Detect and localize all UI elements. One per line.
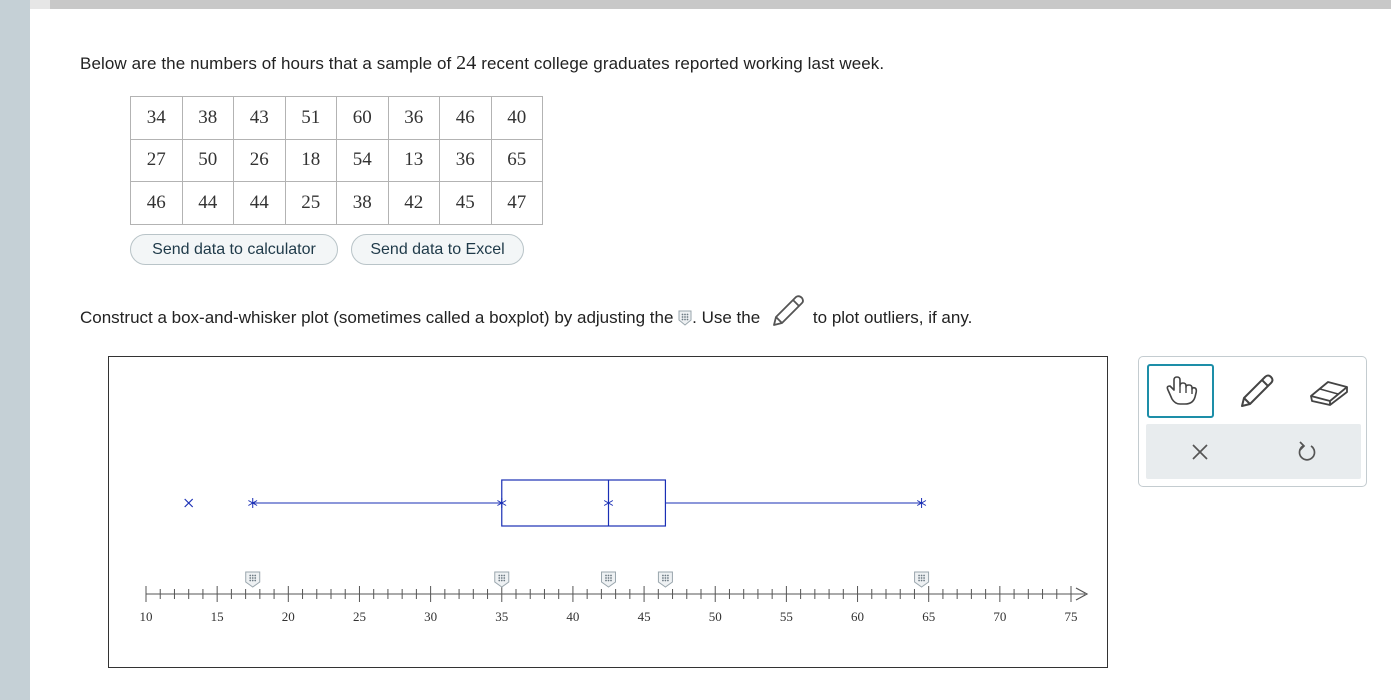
tick-label: 40 <box>566 609 579 624</box>
table-row: 27 50 26 18 54 13 36 65 <box>130 138 543 182</box>
table-cell: 34 <box>130 96 183 140</box>
table-cell: 46 <box>439 96 492 140</box>
table-cell: 46 <box>130 181 183 225</box>
handle-icon <box>678 310 692 326</box>
intro-after: recent college graduates reported workin… <box>476 54 885 73</box>
boxplot-svg[interactable]: 10 15 20 25 30 35 40 45 50 55 60 65 70 75 <box>109 357 1107 667</box>
table-cell: 44 <box>181 181 234 225</box>
tick-label: 15 <box>211 609 224 624</box>
instruction-part2: . Use the <box>692 308 761 327</box>
table-cell: 42 <box>387 181 440 225</box>
tick-label: 35 <box>495 609 508 624</box>
close-icon <box>1192 444 1208 460</box>
axis-arrow <box>1075 587 1089 601</box>
table-cell: 36 <box>387 96 440 140</box>
tick-label: 45 <box>638 609 651 624</box>
drag-handle[interactable] <box>494 571 510 588</box>
hand-tool-button[interactable] <box>1147 364 1214 418</box>
min-marker <box>248 498 258 508</box>
pencil-tool-button[interactable] <box>1223 364 1290 418</box>
outlier-mark <box>184 498 194 508</box>
table-row: 34 38 43 51 60 36 46 40 <box>130 96 543 140</box>
median-marker <box>603 498 614 508</box>
eraser-tool-button[interactable] <box>1295 364 1362 418</box>
boxplot-area[interactable]: 10 15 20 25 30 35 40 45 50 55 60 65 70 75 <box>108 356 1108 668</box>
instruction-text: Construct a box-and-whisker plot (someti… <box>80 295 973 330</box>
table-cell: 44 <box>233 181 286 225</box>
table-cell: 40 <box>490 96 543 140</box>
tick-label: 30 <box>424 609 437 624</box>
box <box>501 479 667 527</box>
clear-button[interactable] <box>1166 432 1234 472</box>
drag-handle[interactable] <box>657 571 673 588</box>
tick-label: 65 <box>922 609 935 624</box>
instruction-part1: Construct a box-and-whisker plot (someti… <box>80 308 674 327</box>
table-cell: 27 <box>130 138 183 182</box>
eraser-icon <box>1309 381 1348 406</box>
table-cell: 50 <box>181 138 234 182</box>
table-cell: 51 <box>284 96 337 140</box>
intro-text: Below are the numbers of hours that a sa… <box>80 52 884 75</box>
table-cell: 13 <box>387 138 440 182</box>
table-cell: 43 <box>233 96 286 140</box>
table-cell: 54 <box>336 138 389 182</box>
table-cell: 45 <box>439 181 492 225</box>
tick-label: 25 <box>353 609 366 624</box>
drag-handle[interactable] <box>601 571 616 588</box>
q1-marker <box>497 498 507 508</box>
table-cell: 47 <box>490 181 543 225</box>
send-to-excel-button[interactable]: Send data to Excel <box>351 234 524 265</box>
instruction-part3: to plot outliers, if any. <box>812 308 973 327</box>
tick-label: 55 <box>780 609 793 624</box>
back-notch[interactable] <box>30 0 50 9</box>
tick-label: 60 <box>851 609 864 624</box>
top-bar <box>30 0 1391 9</box>
intro-before: Below are the numbers of hours that a sa… <box>80 54 457 73</box>
table-cell: 18 <box>284 138 337 182</box>
table-row: 46 44 44 25 38 42 45 47 <box>130 181 543 225</box>
undo-icon <box>1298 441 1316 461</box>
tick-label: 70 <box>993 609 1006 624</box>
table-cell: 60 <box>336 96 389 140</box>
tick-label: 20 <box>282 609 295 624</box>
undo-button[interactable] <box>1273 432 1341 472</box>
tool-panel <box>1138 356 1367 487</box>
tick-label: 75 <box>1065 609 1078 624</box>
table-cell: 65 <box>490 138 543 182</box>
table-cell: 26 <box>233 138 286 182</box>
tool-row-secondary <box>1146 424 1361 479</box>
table-cell: 38 <box>336 181 389 225</box>
left-rail <box>0 0 30 700</box>
data-table: 34 38 43 51 60 36 46 40 27 50 26 18 54 13 36 65 46 44 44 25… <box>130 96 543 225</box>
send-to-calculator-button[interactable]: Send data to calculator <box>130 234 338 265</box>
max-marker <box>916 498 927 508</box>
tick-label: 10 <box>140 609 153 624</box>
table-cell: 25 <box>284 181 337 225</box>
tick-label: 50 <box>709 609 722 624</box>
table-cell: 36 <box>439 138 492 182</box>
drag-handle[interactable] <box>914 571 930 588</box>
hand-icon <box>1166 376 1197 405</box>
sample-size: 24 <box>456 52 477 74</box>
pencil-icon <box>773 295 804 326</box>
drag-handle[interactable] <box>245 571 261 588</box>
pencil-tool-icon <box>1240 374 1273 407</box>
table-cell: 38 <box>181 96 234 140</box>
